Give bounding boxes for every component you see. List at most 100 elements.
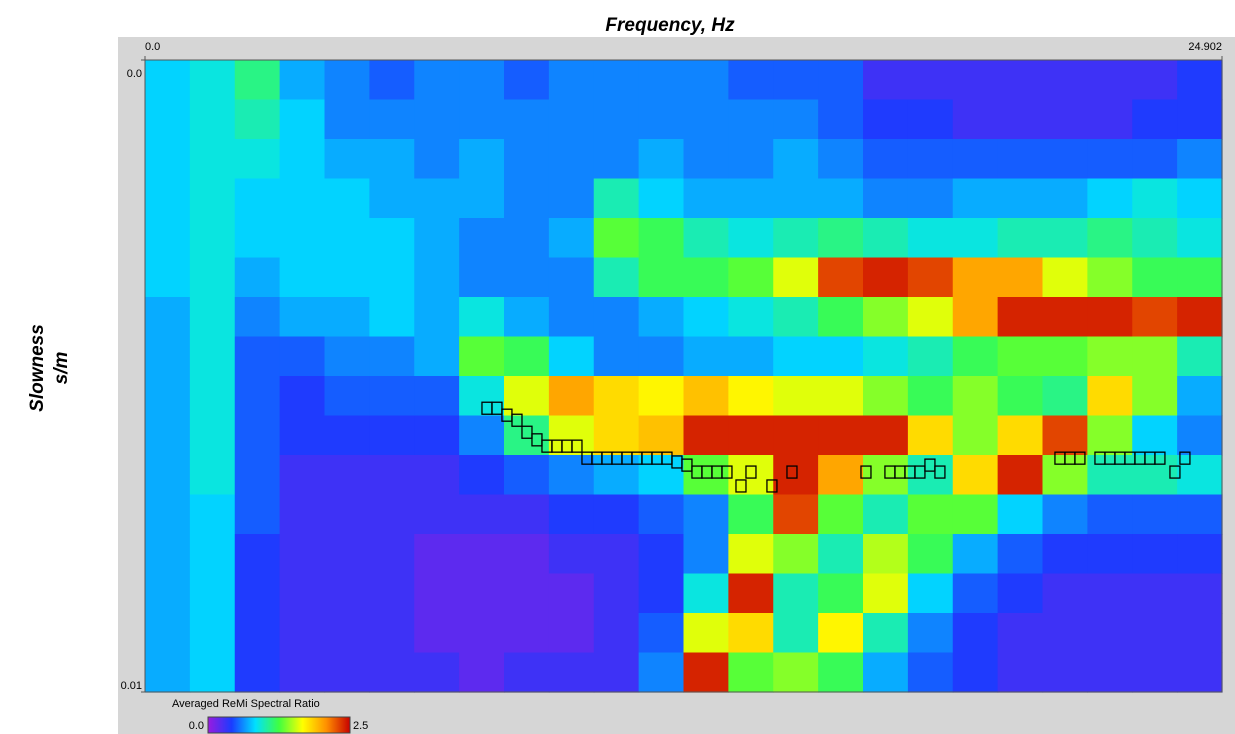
heat-cell bbox=[1087, 60, 1133, 101]
heat-cell bbox=[952, 60, 999, 101]
heat-cell bbox=[997, 257, 1044, 298]
heat-cell bbox=[1042, 652, 1088, 693]
heat-cell bbox=[279, 573, 326, 614]
heat-cell bbox=[1177, 178, 1223, 219]
heat-cell bbox=[1132, 494, 1178, 535]
heat-cell bbox=[414, 494, 460, 535]
heat-cell bbox=[324, 376, 370, 417]
heat-cell bbox=[773, 99, 819, 140]
heat-cell bbox=[279, 178, 326, 219]
heat-cell bbox=[145, 573, 191, 614]
pick bbox=[571, 439, 583, 453]
heat-cell bbox=[683, 218, 729, 259]
heat-cell bbox=[1132, 415, 1178, 456]
heat-cell bbox=[952, 534, 999, 575]
heat-cell bbox=[1177, 139, 1223, 180]
heat-cell bbox=[728, 60, 774, 101]
heat-cell bbox=[683, 613, 729, 654]
heat-cell bbox=[952, 455, 999, 496]
heat-cell bbox=[369, 494, 415, 535]
heat-cell bbox=[1132, 218, 1178, 259]
heat-cell bbox=[952, 376, 999, 417]
heat-cell bbox=[145, 60, 191, 101]
heat-cell bbox=[414, 60, 460, 101]
heat-cell bbox=[773, 376, 819, 417]
heat-cell bbox=[145, 415, 191, 456]
y-tick-label: 0.0 bbox=[127, 68, 142, 80]
heat-cell bbox=[1042, 534, 1088, 575]
heat-cell bbox=[189, 297, 236, 338]
heat-cell bbox=[548, 534, 595, 575]
heat-cell bbox=[369, 139, 415, 180]
heat-cell bbox=[728, 218, 774, 259]
heat-cell bbox=[638, 178, 685, 219]
heat-cell bbox=[1087, 218, 1133, 259]
heat-cell bbox=[638, 573, 685, 614]
heat-cell bbox=[683, 99, 729, 140]
heat-cell bbox=[189, 257, 236, 298]
heat-cell bbox=[459, 257, 505, 298]
heat-cell bbox=[1177, 218, 1223, 259]
heat-cell bbox=[414, 613, 460, 654]
heat-cell bbox=[683, 652, 729, 693]
heat-cell bbox=[818, 376, 864, 417]
heat-cell bbox=[324, 297, 370, 338]
heat-cell bbox=[1177, 336, 1223, 377]
pick bbox=[745, 465, 757, 479]
x-tick-label: 0.0 bbox=[145, 41, 160, 53]
heat-cell bbox=[1177, 297, 1223, 338]
heat-cell bbox=[1177, 99, 1223, 140]
heat-cell bbox=[863, 60, 909, 101]
heat-cell bbox=[145, 534, 191, 575]
heat-cell bbox=[1042, 415, 1088, 456]
heat-cell bbox=[279, 534, 326, 575]
colorbar bbox=[207, 716, 351, 734]
heat-cell bbox=[324, 455, 370, 496]
heat-cell bbox=[952, 415, 999, 456]
heat-cell bbox=[683, 139, 729, 180]
heat-cell bbox=[907, 139, 954, 180]
heat-cell bbox=[907, 297, 954, 338]
heat-cell bbox=[818, 336, 864, 377]
heat-cell bbox=[504, 60, 550, 101]
heat-cell bbox=[234, 218, 281, 259]
heat-cell bbox=[683, 534, 729, 575]
heat-cell bbox=[773, 534, 819, 575]
heat-cell bbox=[1042, 139, 1088, 180]
heat-cell bbox=[189, 455, 236, 496]
heat-cell bbox=[414, 376, 460, 417]
chart-title: Frequency, Hz bbox=[605, 15, 735, 36]
heat-cell bbox=[818, 613, 864, 654]
heat-cell bbox=[369, 652, 415, 693]
pick bbox=[521, 425, 533, 439]
heat-cell bbox=[324, 613, 370, 654]
heat-cell bbox=[997, 376, 1044, 417]
heat-cell bbox=[638, 652, 685, 693]
heat-cell bbox=[638, 613, 685, 654]
heat-cell bbox=[459, 494, 505, 535]
heat-cell bbox=[548, 60, 595, 101]
heat-cell bbox=[638, 297, 685, 338]
heat-cell bbox=[279, 494, 326, 535]
heat-cell bbox=[1087, 613, 1133, 654]
heat-cell bbox=[863, 139, 909, 180]
heat-cell bbox=[145, 376, 191, 417]
heat-cell bbox=[324, 534, 370, 575]
heat-cell bbox=[997, 534, 1044, 575]
heat-cell bbox=[234, 178, 281, 219]
heat-cell bbox=[773, 257, 819, 298]
heat-cell bbox=[773, 415, 819, 456]
heat-cell bbox=[907, 257, 954, 298]
heat-cell bbox=[773, 613, 819, 654]
heat-cell bbox=[279, 652, 326, 693]
heat-cell bbox=[369, 60, 415, 101]
heat-cell bbox=[548, 139, 595, 180]
heat-cell bbox=[593, 336, 640, 377]
heat-cell bbox=[279, 455, 326, 496]
heat-cell bbox=[773, 336, 819, 377]
heat-cell bbox=[145, 652, 191, 693]
heat-cell bbox=[638, 376, 685, 417]
heat-cell bbox=[459, 60, 505, 101]
heat-cell bbox=[1177, 652, 1223, 693]
heat-cell bbox=[189, 336, 236, 377]
